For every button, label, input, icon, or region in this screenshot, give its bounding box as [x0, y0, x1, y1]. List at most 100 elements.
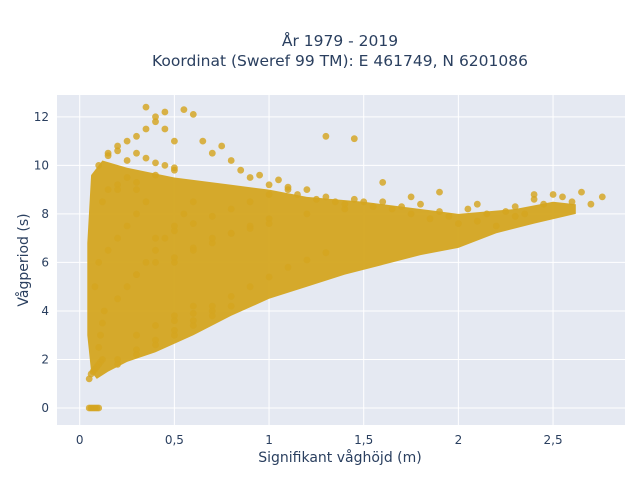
y-tick-label: 8 [41, 207, 49, 221]
scatter-point [511, 203, 519, 211]
scatter-point [123, 137, 131, 145]
scatter-point [152, 341, 159, 349]
scatter-point [360, 198, 368, 206]
scatter-point [171, 259, 178, 266]
scatter-point [530, 191, 538, 198]
scatter-point [189, 317, 197, 325]
scatter-point [104, 152, 112, 160]
y-axis-ticks: 0 2 4 6 8 10 12 [34, 110, 49, 415]
scatter-point [341, 205, 349, 213]
chart-title-line-2: Koordinat (Sweref 99 TM): E 461749, N 62… [152, 52, 528, 70]
scatter-point [152, 171, 159, 179]
scatter-point [133, 186, 140, 194]
scatter-point [227, 157, 235, 164]
scatter-point [114, 234, 121, 242]
scatter-point [133, 149, 140, 157]
scatter-point [142, 125, 150, 133]
scatter-point [511, 212, 519, 220]
scatter-point [142, 198, 150, 206]
y-axis-title: Vågperiod (s) [15, 213, 32, 306]
scatter-point [114, 147, 121, 155]
scatter-point [152, 159, 159, 167]
scatter-point [294, 191, 301, 198]
scatter-point [350, 135, 358, 143]
scatter-point [549, 191, 557, 198]
scatter-point [350, 195, 358, 203]
y-tick-label: 10 [34, 158, 49, 172]
scatter-point [313, 195, 320, 203]
scatter-point [91, 283, 99, 291]
scatter-point [123, 157, 131, 164]
scatter-point [227, 302, 235, 310]
scatter-point [265, 273, 273, 281]
scatter-point [189, 220, 197, 228]
scatter-point [152, 322, 159, 329]
scatter-point [237, 166, 245, 174]
y-tick-label: 4 [41, 304, 49, 318]
scatter-point [417, 200, 424, 208]
scatter-point [246, 283, 254, 291]
scatter-point [133, 346, 140, 354]
scatter-point [161, 234, 169, 242]
scatter-point [208, 239, 216, 247]
scatter-point [246, 198, 254, 206]
scatter-point [152, 234, 159, 242]
scatter-point [189, 244, 197, 252]
scatter-point [265, 191, 273, 198]
scatter-point [473, 217, 481, 225]
scatter-point [171, 227, 178, 235]
scatter-point [407, 210, 415, 218]
scatter-point [398, 203, 405, 211]
scatter-point [100, 307, 108, 315]
y-tick-label: 6 [41, 255, 49, 269]
scatter-point [152, 113, 159, 121]
y-tick-label: 2 [41, 352, 49, 366]
scatter-point [265, 215, 273, 223]
scatter-point [189, 111, 197, 118]
scatter-point [99, 356, 106, 363]
scatter-point [208, 212, 216, 220]
scatter-point [171, 137, 178, 145]
scatter-point [133, 351, 140, 358]
x-tick-label: 1 [265, 433, 273, 447]
scatter-point [265, 220, 273, 228]
x-tick-label: 0,5 [165, 433, 184, 447]
scatter-point [95, 344, 103, 351]
scatter-point [180, 210, 188, 218]
scatter-point [265, 181, 273, 189]
scatter-point [95, 404, 103, 412]
scatter-point [322, 193, 330, 201]
x-tick-label: 1,5 [354, 433, 373, 447]
scatter-point [114, 356, 121, 363]
scatter-point [568, 198, 576, 206]
scatter-point [104, 186, 112, 194]
scatter-point [123, 283, 131, 291]
scatter-point [369, 203, 377, 211]
x-axis-ticks: 0 0,5 1 1,5 2 2,5 [76, 433, 563, 447]
scatter-point [152, 259, 159, 266]
scatter-point [284, 263, 292, 271]
scatter-point [246, 174, 254, 181]
scatter-point [99, 319, 106, 327]
scatter-point [171, 331, 178, 339]
scatter-point [104, 246, 112, 254]
scatter-point [559, 193, 566, 201]
scatter-point [208, 149, 216, 157]
scatter-point [303, 210, 311, 218]
scatter-point [99, 198, 106, 206]
scatter-point [97, 331, 104, 339]
scatter-point [171, 254, 178, 261]
scatter-point [275, 176, 282, 184]
scatter-point [189, 198, 197, 206]
scatter-point [142, 154, 150, 162]
scatter-point [540, 200, 547, 208]
chart-title-line-1: År 1979 - 2019 [282, 31, 398, 50]
scatter-point [303, 186, 311, 194]
scatter-point [133, 331, 140, 339]
scatter-point [171, 317, 178, 325]
scatter-point [142, 103, 150, 111]
scatter-point [171, 164, 178, 172]
scatter-point [227, 229, 235, 237]
scatter-point [199, 137, 207, 145]
